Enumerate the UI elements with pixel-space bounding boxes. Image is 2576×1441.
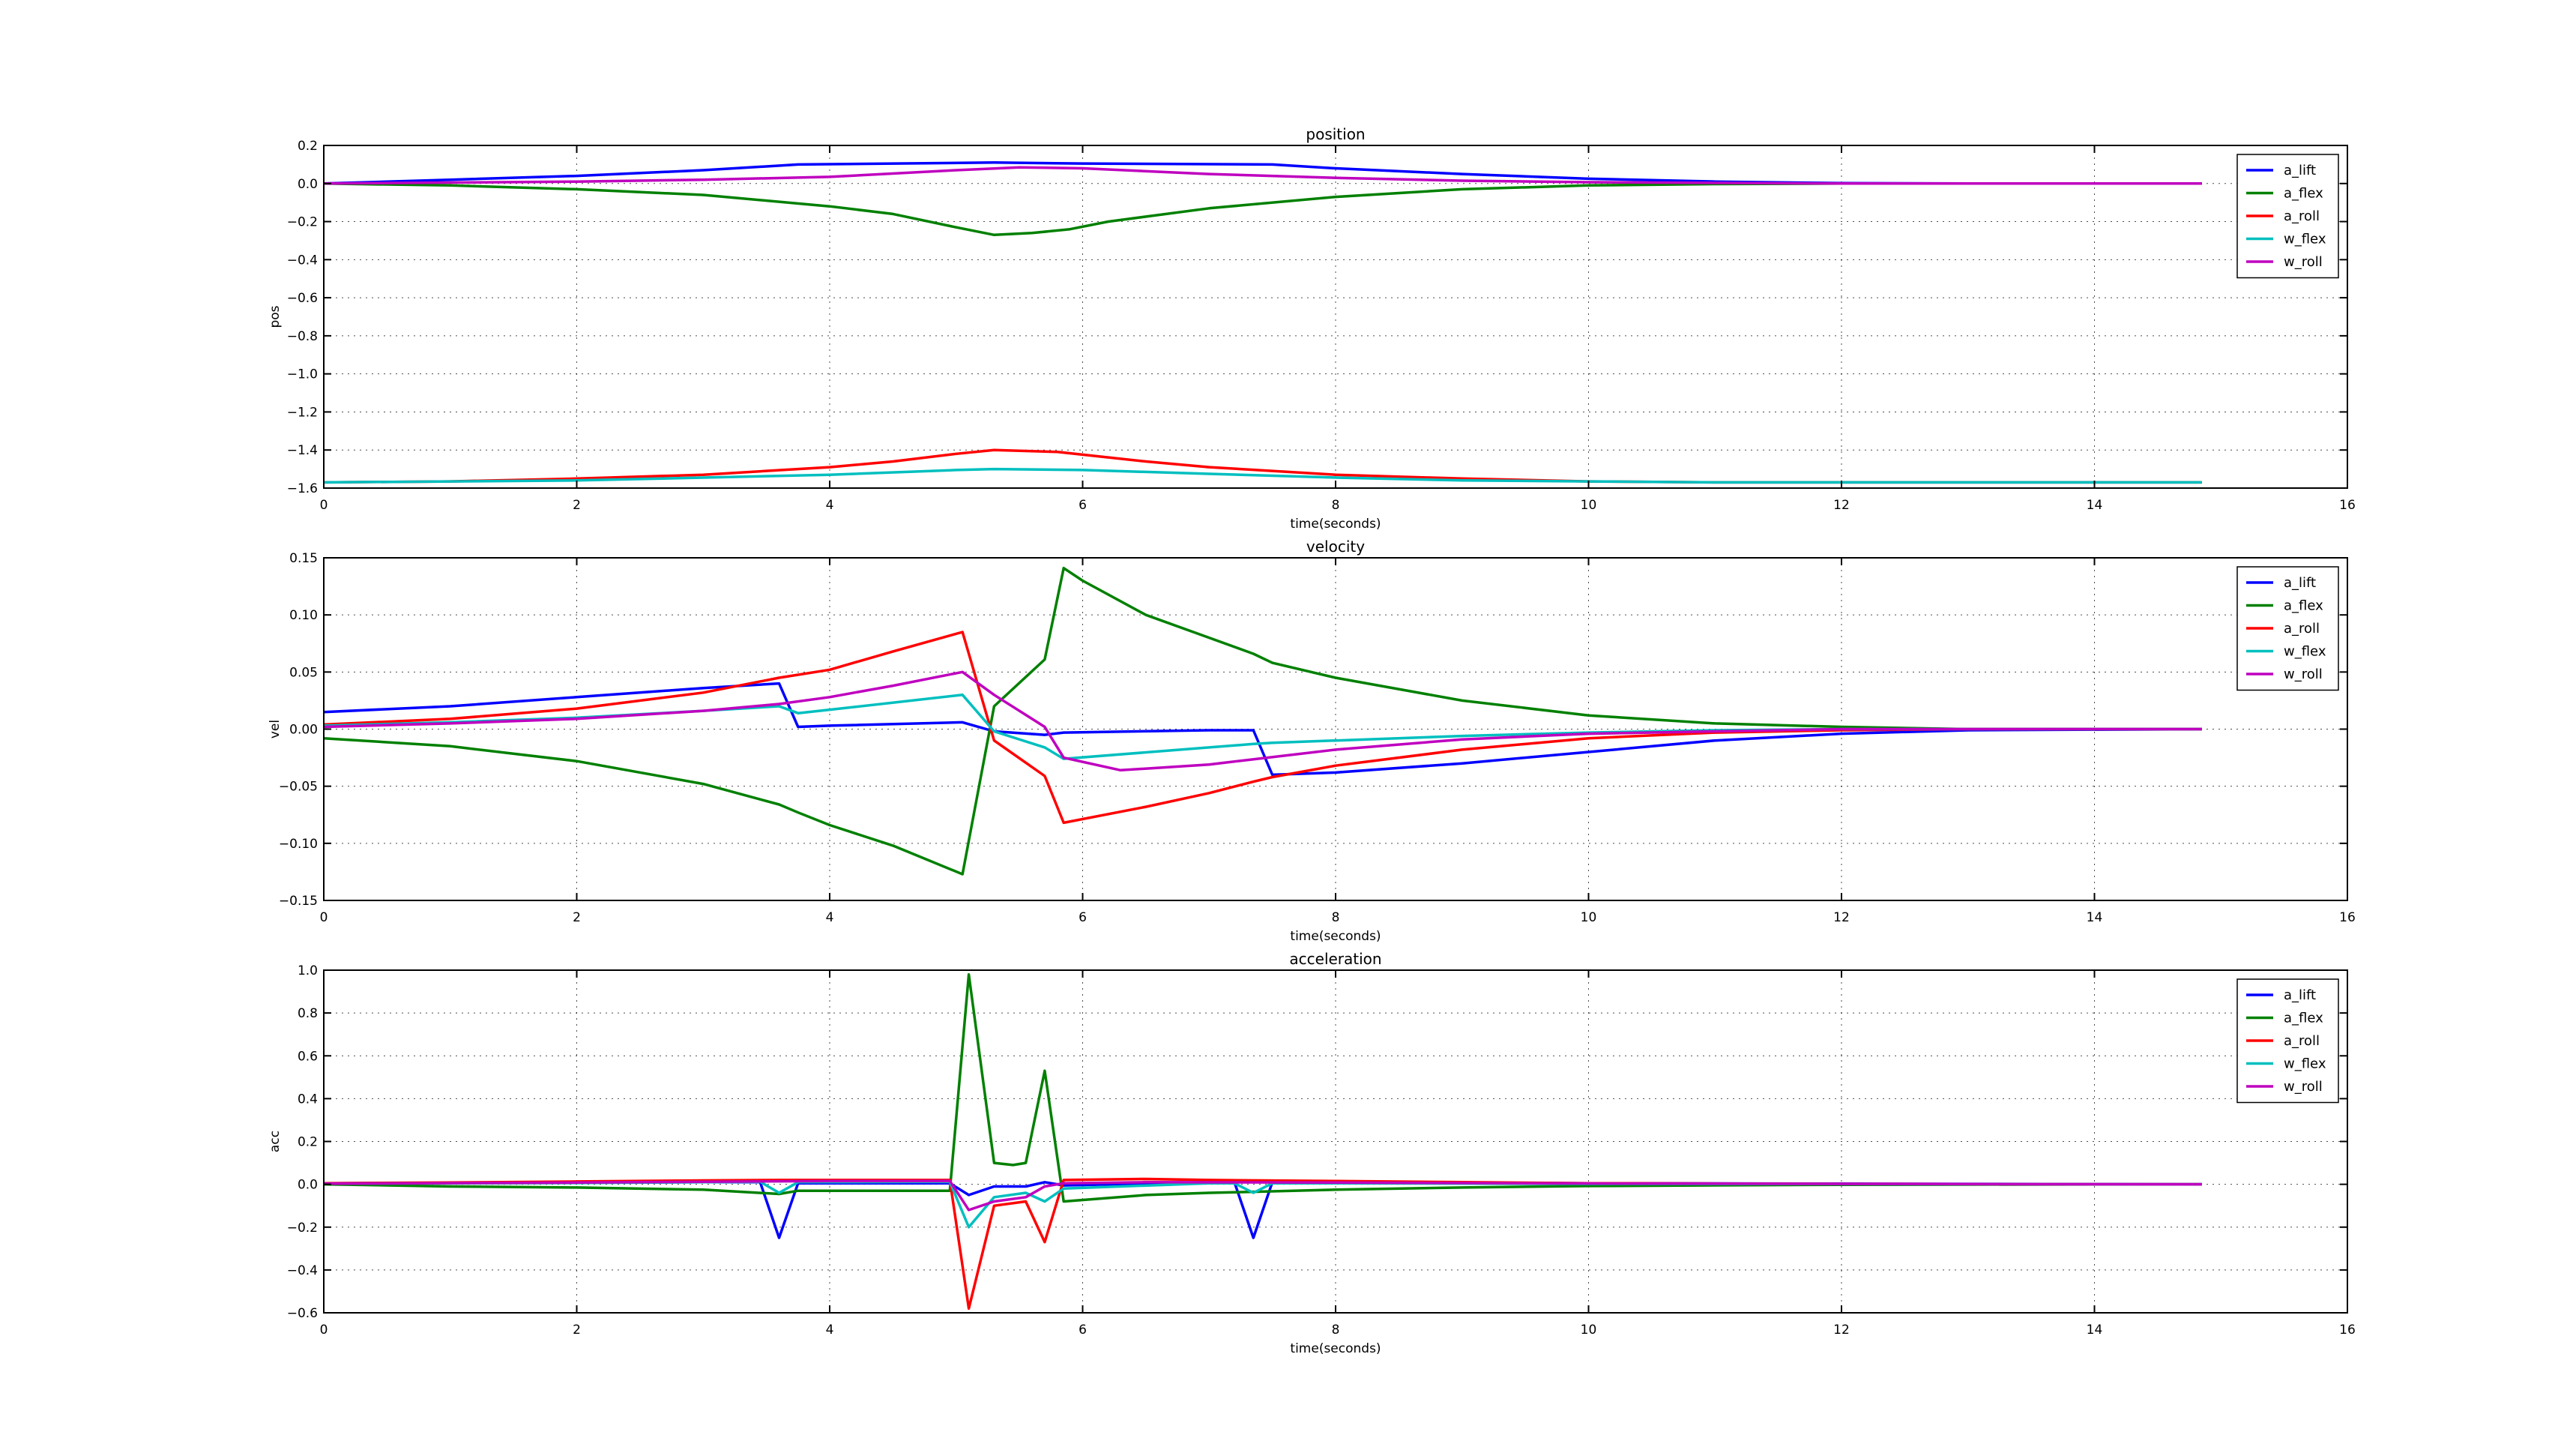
legend-label-a_lift: a_lift — [2284, 163, 2316, 178]
legend-label-a_flex: a_flex — [2284, 1011, 2323, 1026]
y-tick-label: 0.2 — [298, 139, 318, 154]
x-tick-label: 10 — [1581, 910, 1597, 925]
y-tick-label: −0.4 — [287, 253, 318, 268]
legend-label-a_lift: a_lift — [2284, 987, 2316, 1003]
y-tick-label: −1.6 — [287, 481, 318, 496]
y-tick-label: −0.15 — [279, 894, 318, 909]
x-tick-label: 14 — [2087, 498, 2103, 513]
x-tick-label: 8 — [1332, 1323, 1340, 1338]
x-tick-label: 16 — [2339, 910, 2356, 925]
series-line-a_flex — [323, 566, 2202, 876]
legend-label-w_roll: w_roll — [2284, 667, 2323, 682]
legend-label-a_lift: a_lift — [2284, 575, 2316, 591]
y-axis-label: pos — [268, 305, 283, 328]
series-line-a_roll — [323, 1177, 2202, 1311]
y-tick-label: 0.00 — [289, 723, 318, 738]
x-tick-label: 2 — [573, 1323, 581, 1338]
x-tick-label: 14 — [2087, 1323, 2103, 1338]
y-tick-label: −1.0 — [287, 367, 318, 382]
subplot-acceleration: 0 2 4 6 8 10 12 14 16 1.0 0.8 0.6 0.4 0.2 0.0 −0.2 −0.4 −… — [268, 950, 2356, 1356]
plot-frame — [323, 969, 2348, 1314]
y-tick-label: −0.2 — [287, 1221, 318, 1236]
x-tick-label: 12 — [1833, 910, 1850, 925]
x-tick-label: 0 — [320, 1323, 328, 1338]
subplot-position: 0 2 4 6 8 10 12 14 16 0.2 0.0 −0.2 −0.4 −0.6 −0.8 −1.0 −… — [268, 125, 2356, 532]
x-tick-label: 6 — [1079, 910, 1087, 925]
y-tick-label: 0.6 — [298, 1049, 318, 1064]
x-axis-label: time(seconds) — [1290, 1341, 1381, 1356]
legend-label-w_flex: w_flex — [2284, 232, 2326, 247]
y-tick-label: −0.6 — [287, 1306, 318, 1321]
y-tick-label: 1.0 — [298, 963, 318, 978]
series-line-w_roll — [323, 1179, 2202, 1212]
x-tick-label: 8 — [1332, 910, 1340, 925]
x-tick-label: 12 — [1833, 1323, 1850, 1338]
legend-label-w_roll: w_roll — [2284, 254, 2323, 270]
y-tick-label: −1.4 — [287, 443, 318, 458]
y-tick-label: 0.10 — [289, 608, 318, 623]
y-tick-label: 0.4 — [298, 1092, 318, 1107]
legend-label-w_roll: w_roll — [2284, 1079, 2323, 1095]
legend-label-a_flex: a_flex — [2284, 186, 2323, 202]
y-axis-label: vel — [268, 720, 283, 738]
x-tick-label: 4 — [826, 1323, 834, 1338]
x-tick-label: 14 — [2087, 910, 2103, 925]
y-tick-label: 0.8 — [298, 1006, 318, 1021]
series-line-a_roll — [323, 448, 2202, 484]
series-line-w_roll — [323, 670, 2202, 772]
legend: a_lift a_flex a_roll w_flex w_roll — [2236, 978, 2339, 1104]
y-tick-label: −0.2 — [287, 215, 318, 230]
legend-label-a_roll: a_roll — [2284, 621, 2320, 637]
x-tick-label: 10 — [1581, 1323, 1597, 1338]
x-axis-label: time(seconds) — [1290, 929, 1381, 944]
y-tick-label: 0.05 — [289, 665, 318, 680]
series-line-a_roll — [323, 631, 2202, 825]
x-tick-label: 0 — [320, 498, 328, 513]
y-tick-label: −1.2 — [287, 405, 318, 420]
y-axis-label: acc — [268, 1131, 283, 1152]
y-tick-label: −0.4 — [287, 1263, 318, 1278]
legend-label-a_flex: a_flex — [2284, 598, 2323, 614]
y-tick-label: −0.10 — [279, 837, 318, 852]
y-tick-label: −0.6 — [287, 291, 318, 306]
subplot-title: acceleration — [1289, 950, 1381, 968]
subplot-title: position — [1306, 125, 1365, 143]
x-tick-label: 2 — [573, 498, 581, 513]
x-tick-label: 4 — [826, 498, 834, 513]
x-tick-label: 6 — [1079, 498, 1087, 513]
x-tick-label: 0 — [320, 910, 328, 925]
legend-label-w_flex: w_flex — [2284, 644, 2326, 660]
legend-label-a_roll: a_roll — [2284, 1033, 2320, 1049]
y-tick-label: −0.05 — [279, 780, 318, 795]
subplot-velocity: 0 2 4 6 8 10 12 14 16 0.15 0.10 0.05 0.00 −0.05 −0.10 −… — [268, 538, 2356, 944]
subplot-title: velocity — [1306, 538, 1365, 556]
x-tick-label: 2 — [573, 910, 581, 925]
series-line-a_flex — [323, 182, 2202, 237]
legend: a_lift a_flex a_roll w_flex w_roll — [2236, 154, 2339, 279]
x-axis-label: time(seconds) — [1290, 517, 1381, 532]
x-tick-label: 12 — [1833, 498, 1850, 513]
y-tick-label: −0.8 — [287, 329, 318, 344]
x-tick-label: 10 — [1581, 498, 1597, 513]
legend-label-a_roll: a_roll — [2284, 208, 2320, 224]
y-tick-label: 0.0 — [298, 177, 318, 192]
series-line-w_roll — [323, 166, 2202, 185]
x-tick-label: 4 — [826, 910, 834, 925]
x-tick-label: 16 — [2339, 1323, 2356, 1338]
y-tick-label: 0.2 — [298, 1135, 318, 1150]
legend: a_lift a_flex a_roll w_flex w_roll — [2236, 566, 2339, 691]
x-tick-label: 16 — [2339, 498, 2356, 513]
series-line-a_flex — [323, 972, 2202, 1203]
y-tick-label: 0.0 — [298, 1178, 318, 1193]
x-tick-label: 6 — [1079, 1323, 1087, 1338]
legend-label-w_flex: w_flex — [2284, 1056, 2326, 1072]
y-tick-label: 0.15 — [289, 551, 318, 566]
x-tick-label: 8 — [1332, 498, 1340, 513]
